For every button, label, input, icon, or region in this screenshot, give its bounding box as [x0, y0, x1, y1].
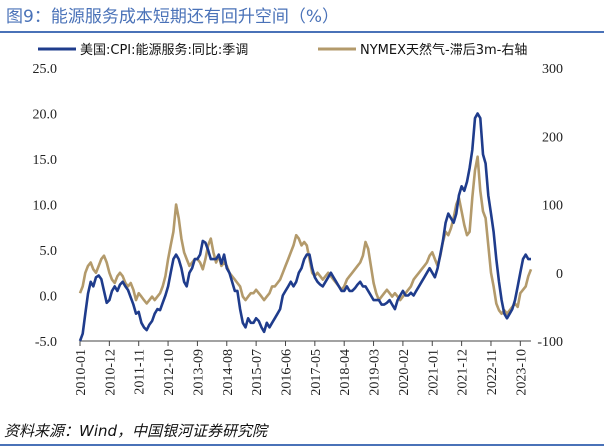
chart-legend: 美国:CPI:能源服务:同比:季调 NYMEX天然气-滞后3m-右轴 [38, 42, 527, 58]
x-tick-label: 2022-11 [485, 349, 500, 395]
x-tick-label: 2023-10 [514, 349, 529, 396]
x-tick-label: 2018-04 [338, 349, 353, 396]
x-tick-label: 2014-08 [221, 349, 236, 396]
x-tick-label: 2015-07 [250, 349, 265, 396]
series-layer [78, 112, 533, 342]
y-left-tick-label: 20.0 [33, 108, 58, 123]
y-right-tick-label: 300 [542, 62, 563, 77]
y-left-tick-label: 15.0 [33, 153, 58, 168]
chart-axes: -5.0 0.0 5.0 10.0 15.0 20.0 25.0 -100 0 100 200 300… [33, 62, 564, 396]
y-right-tick-label: 0 [556, 267, 563, 282]
x-tick-label: 2011-11 [133, 349, 148, 395]
series-line-gas [78, 155, 533, 315]
line-chart: 美国:CPI:能源服务:同比:季调 NYMEX天然气-滞后3m-右轴 -5.0 0… [33, 42, 564, 396]
figure-title: 图9：能源服务成本短期还有回升空间（%） [6, 7, 339, 27]
y-left-tick-label: 10.0 [33, 199, 58, 214]
x-tick-label: 2019-03 [368, 349, 383, 396]
source-note: 资料来源：Wind，中国银河证券研究院 [4, 422, 268, 440]
x-tick-label: 2010-12 [103, 349, 118, 396]
bottom-rule [0, 444, 604, 446]
x-tick-label: 2020-02 [397, 349, 412, 396]
y-right-tick-label: -100 [537, 335, 563, 350]
x-tick-label: 2021-12 [456, 349, 471, 396]
x-tick-label: 2012-10 [162, 349, 177, 396]
y-left-tick-label: -5.0 [35, 335, 57, 350]
y-right-tick-label: 200 [542, 130, 563, 145]
x-tick-label: 2013-09 [191, 349, 206, 396]
y-left-tick-label: 5.0 [40, 244, 58, 259]
x-tick-label: 2016-06 [279, 349, 294, 396]
y-left-tick-label: 0.0 [40, 290, 58, 305]
x-tick-label: 2021-01 [426, 349, 441, 396]
legend-label-gas: NYMEX天然气-滞后3m-右轴 [360, 42, 527, 58]
legend-label-cpi: 美国:CPI:能源服务:同比:季调 [80, 42, 248, 58]
x-tick-label: 2017-05 [309, 349, 324, 396]
title-rule [0, 31, 604, 33]
series-line-cpi [78, 112, 531, 342]
y-right-tick-label: 100 [542, 199, 563, 214]
x-tick-label: 2010-01 [74, 349, 89, 396]
y-left-tick-label: 25.0 [33, 62, 58, 77]
